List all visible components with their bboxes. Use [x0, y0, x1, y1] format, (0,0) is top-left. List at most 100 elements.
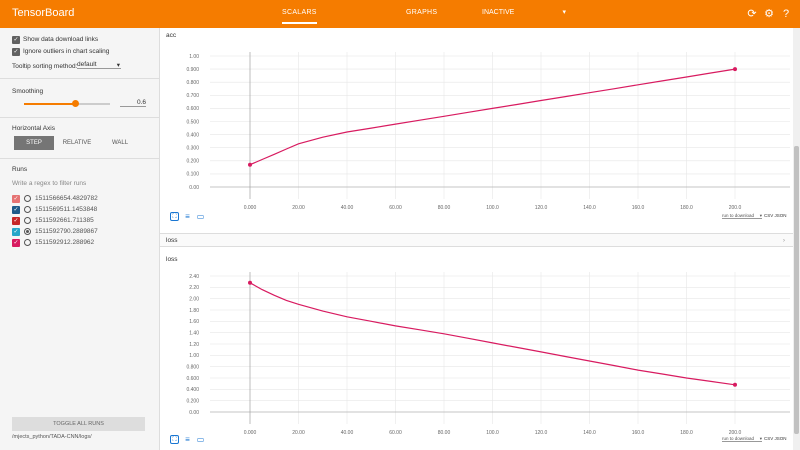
y-tick-label: 2.20	[189, 285, 199, 291]
inactive-dropdown[interactable]: INACTIVE ▾	[482, 9, 566, 16]
refresh-icon[interactable]: ⟳	[747, 8, 757, 20]
tooltip-sorting-label: Tooltip sorting method:	[12, 63, 78, 70]
y-tick-label: 0.200	[186, 398, 199, 404]
x-tick-label: 120.0	[535, 205, 548, 211]
smoothing-slider-thumb[interactable]	[72, 100, 80, 107]
series-end-point	[733, 382, 737, 387]
y-tick-label: 0.400	[186, 387, 199, 393]
x-tick-label: 140.0	[583, 430, 596, 436]
chevron-down-icon: ▾	[759, 436, 762, 441]
run-row[interactable]: ✓ 1511566654.4829782	[12, 194, 152, 204]
show-download-links-checkbox[interactable]: ✓	[12, 36, 20, 44]
y-tick-label: 0.100	[186, 172, 199, 178]
log-scale-icon[interactable]: ▭	[196, 212, 205, 221]
axis-wall-button[interactable]: WALL	[111, 140, 129, 146]
run-checkbox[interactable]: ✓	[12, 206, 20, 214]
log-scale-icon[interactable]: ▭	[196, 435, 205, 444]
ignore-outliers-checkbox[interactable]: ✓	[12, 48, 20, 56]
loss-download-select-label: run to download	[722, 436, 755, 441]
acc-download-select-label: run to download	[722, 213, 755, 218]
smoothing-slider[interactable]	[24, 100, 110, 107]
y-tick-label: 1.40	[189, 330, 199, 336]
run-name: 1511592912.288962	[35, 239, 95, 246]
series-end-point	[733, 67, 737, 72]
run-checkbox[interactable]: ✓	[12, 195, 20, 203]
tooltip-sorting-select[interactable]: default ▾	[77, 61, 121, 69]
axis-relative-button[interactable]: RELATIVE	[62, 140, 92, 146]
run-name: 1511569511.1453848	[35, 206, 98, 213]
run-radio[interactable]	[24, 217, 31, 224]
y-tick-label: 1.00	[189, 353, 199, 359]
y-tick-label: 0.800	[186, 80, 199, 86]
gear-icon[interactable]: ⚙	[764, 8, 774, 20]
loss-section-title: loss	[166, 237, 178, 244]
logdir-path: /mjects_python/TADA-CNN/logs/	[12, 434, 92, 440]
y-tick-label: 1.60	[189, 319, 199, 325]
y-tick-label: 0.200	[186, 159, 199, 165]
x-tick-label: 160.0	[632, 430, 645, 436]
fit-domain-icon[interactable]: ⛶	[170, 212, 179, 221]
smoothing-input[interactable]: 0.6	[120, 99, 146, 107]
y-tick-label: 0.00	[189, 410, 199, 416]
y-tick-label: 0.900	[186, 67, 199, 73]
acc-download-select[interactable]: run to download ▾	[722, 213, 762, 219]
run-checkbox[interactable]: ✓	[12, 217, 20, 225]
fit-domain-icon[interactable]: ⛶	[170, 435, 179, 444]
y-tick-label: 2.00	[189, 296, 199, 302]
run-row[interactable]: ✓ 1511592790.2889867	[12, 227, 152, 237]
y-tick-label: 0.300	[186, 146, 199, 152]
x-tick-label: 0.000	[244, 205, 257, 211]
run-radio[interactable]	[24, 228, 31, 235]
series-line	[249, 68, 736, 166]
run-name: 1511592661.711385	[35, 217, 94, 224]
x-tick-label: 120.0	[535, 430, 548, 436]
scrollbar-thumb[interactable]	[794, 146, 799, 434]
main-scrollbar[interactable]	[793, 28, 800, 450]
series-start-point	[248, 280, 252, 285]
x-tick-label: 80.00	[438, 430, 451, 436]
y-tick-label: 0.600	[186, 376, 199, 382]
run-radio[interactable]	[24, 239, 31, 246]
data-table-icon[interactable]: ≡	[185, 435, 190, 444]
x-tick-label: 40.00	[341, 430, 354, 436]
run-row[interactable]: ✓ 1511569511.1453848	[12, 205, 152, 215]
axis-step-button[interactable]: STEP	[14, 136, 54, 150]
runs-label: Runs	[12, 166, 28, 173]
top-bar: TensorBoard SCALARS GRAPHS INACTIVE ▾ ⟳ …	[0, 0, 800, 28]
x-tick-label: 200.0	[729, 430, 742, 436]
divider	[0, 78, 160, 79]
run-name: 1511566654.4829782	[35, 195, 98, 202]
series-line	[249, 282, 736, 386]
loss-download-links[interactable]: CSV JSON	[764, 436, 787, 441]
loss-card-title: loss	[166, 256, 178, 263]
tab-scalars[interactable]: SCALARS	[282, 9, 317, 24]
run-row[interactable]: ✓ 1511592912.288962	[12, 238, 152, 248]
run-radio[interactable]	[24, 206, 31, 213]
y-tick-label: 0.700	[186, 93, 199, 99]
help-icon[interactable]: ?	[782, 8, 790, 20]
toggle-all-runs-button[interactable]: TOGGLE ALL RUNS	[12, 417, 145, 431]
loss-download-select[interactable]: run to download ▾	[722, 436, 762, 442]
run-checkbox[interactable]: ✓	[12, 228, 20, 236]
sidebar: ✓ Show data download links ✓ Ignore outl…	[0, 28, 160, 450]
chevron-down-icon: ▾	[116, 62, 120, 69]
run-checkbox[interactable]: ✓	[12, 239, 20, 247]
smoothing-slider-fill	[24, 103, 76, 105]
x-tick-label: 40.00	[341, 205, 354, 211]
y-tick-label: 1.00	[189, 54, 199, 60]
chevron-icon: ›	[782, 237, 785, 244]
acc-card-title: acc	[166, 32, 177, 39]
run-filter-input[interactable]: Write a regex to filter runs	[12, 180, 87, 187]
acc-download-links[interactable]: CSV JSON	[764, 213, 787, 218]
tab-graphs[interactable]: GRAPHS	[406, 9, 438, 16]
y-tick-label: 0.00	[189, 185, 199, 191]
x-tick-label: 20.00	[292, 205, 305, 211]
x-tick-label: 100.0	[486, 205, 499, 211]
run-radio[interactable]	[24, 195, 31, 202]
y-tick-label: 0.400	[186, 132, 199, 138]
y-tick-label: 1.80	[189, 308, 199, 314]
run-row[interactable]: ✓ 1511592661.711385	[12, 216, 152, 226]
loss-section-header[interactable]: loss ›	[160, 233, 793, 247]
data-table-icon[interactable]: ≡	[185, 212, 190, 221]
